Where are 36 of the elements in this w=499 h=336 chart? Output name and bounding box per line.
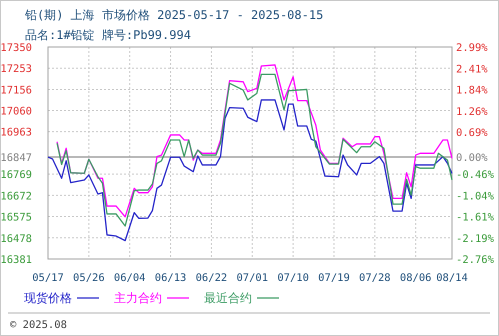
y-tick-label: 16381 — [0, 254, 32, 266]
y-tick-label: 17253 — [0, 63, 32, 76]
y-tick-label: 16847 — [0, 152, 32, 164]
text: © 2025.08 — [10, 319, 67, 331]
y2-tick-label: -2.76% — [456, 254, 495, 266]
x-tick-label: 06/13 — [154, 272, 186, 284]
x-tick-label: 07/10 — [277, 272, 309, 284]
x-tick-label: 05/26 — [73, 272, 105, 284]
x-tick-label: 08/14 — [436, 272, 468, 284]
y2-tick-label: 1.26% — [456, 106, 488, 118]
y2-tick-label: 2.99% — [456, 42, 488, 54]
y-tick-label: 16769 — [0, 169, 32, 182]
y-tick-label: 16963 — [0, 126, 32, 139]
y2-tick-label: 0.00% — [456, 152, 488, 164]
x-tick-label: 05/17 — [32, 272, 64, 284]
y-tick-label: 16478 — [0, 232, 32, 245]
x-tick-label: 06/22 — [196, 272, 228, 284]
y2-tick-label: -2.19% — [456, 232, 495, 245]
y-tick-label: 16672 — [0, 190, 32, 202]
x-tick-label: 08/06 — [400, 272, 432, 284]
y2-tick-label: -1.04% — [456, 190, 495, 203]
y2-tick-label: 2.41% — [456, 63, 488, 76]
y2-tick-label: 1.84% — [456, 84, 488, 96]
y-tick-label: 17350 — [0, 42, 32, 54]
y-tick-label: 16575 — [0, 212, 32, 224]
x-tick-label: 07/01 — [236, 272, 268, 284]
y2-tick-label: -0.46% — [456, 169, 495, 182]
y-tick-label: 17060 — [0, 105, 32, 118]
y2-tick-label: 0.69% — [456, 126, 488, 139]
y-tick-label: 17156 — [0, 84, 32, 96]
y2-tick-label: -1.61% — [456, 212, 495, 224]
subtitle: 品名:1#铅锭 牌号:Pb99.994 — [25, 28, 191, 42]
x-tick-label: 07/19 — [318, 272, 350, 284]
title: 铅(期) 上海 市场价格 2025-05-17 - 2025-08-15 — [25, 8, 324, 22]
x-tick-label: 07/28 — [359, 272, 391, 284]
x-tick-label: 06/04 — [114, 272, 146, 284]
